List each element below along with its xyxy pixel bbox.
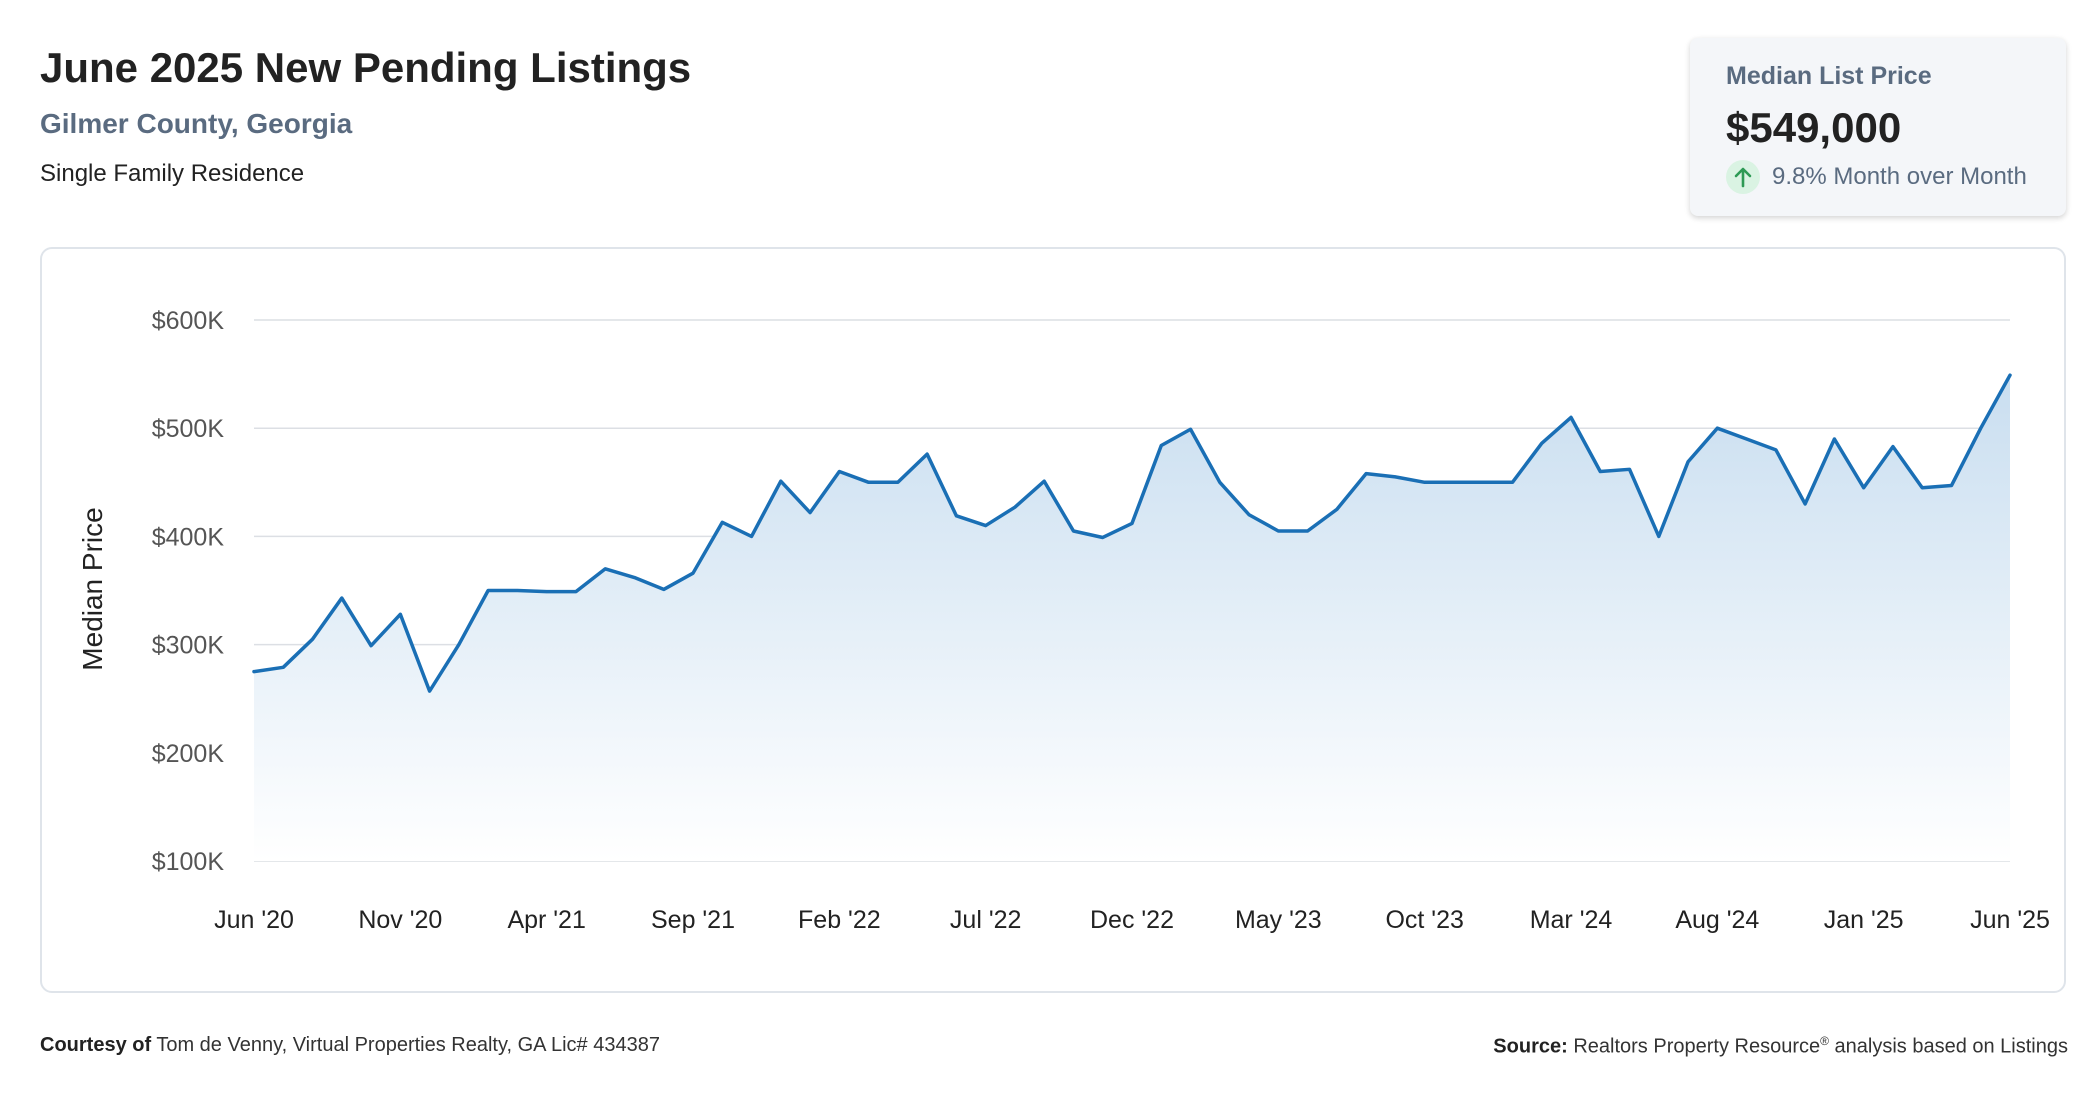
courtesy-footer: Courtesy of Tom de Venny, Virtual Proper… — [40, 1034, 660, 1057]
x-tick-label: Apr '21 — [507, 906, 585, 934]
arrow-up-icon — [1726, 160, 1760, 194]
y-tick-label: $600K — [152, 307, 225, 335]
x-tick-label: Mar '24 — [1530, 906, 1613, 934]
stat-value: $549,000 — [1726, 104, 1902, 151]
courtesy-label: Courtesy of — [40, 1034, 152, 1056]
y-tick-label: $500K — [152, 415, 225, 443]
x-tick-label: Aug '24 — [1675, 906, 1759, 934]
stat-change-text: 9.8% Month over Month — [1772, 163, 2027, 190]
x-tick-label: Oct '23 — [1385, 906, 1463, 934]
y-tick-label: $100K — [152, 848, 225, 876]
price-chart: $100K $200K $300K $400K $500K $600K Jun '20 No… — [77, 307, 2050, 934]
x-tick-label: Nov '20 — [358, 906, 442, 934]
chart-panel: $100K $200K $300K $400K $500K $600K Jun '20 No… — [40, 247, 2066, 993]
series-line — [252, 373, 2012, 693]
x-tick-label: Jun '20 — [214, 906, 294, 934]
stat-change: 9.8% Month over Month — [1726, 160, 2027, 194]
x-tick-label: Jan '25 — [1824, 906, 1904, 934]
y-tick-label: $400K — [152, 523, 225, 551]
chart-title: June 2025 New Pending Listings — [40, 44, 692, 91]
source-name: Realtors Property Resource — [1573, 1035, 1821, 1058]
median-list-price-card: Median List Price $549,000 9.8% Month ov… — [1690, 38, 2066, 216]
x-tick-label: Jun '25 — [1970, 906, 2050, 934]
property-type-label: Single Family Residence — [40, 160, 305, 187]
area-fill — [254, 375, 2010, 861]
x-tick-label: Feb '22 — [798, 906, 881, 934]
x-tick-label: Sep '21 — [651, 906, 735, 934]
source-label: Source: — [1493, 1035, 1568, 1058]
x-tick-label: Dec '22 — [1090, 906, 1174, 934]
x-tick-label: May '23 — [1235, 906, 1322, 934]
registered-mark: ® — [1820, 1034, 1829, 1048]
source-footer: Source: Realtors Property Resource® anal… — [1493, 1034, 2068, 1059]
location-subtitle: Gilmer County, Georgia — [40, 108, 353, 139]
source-text: analysis based on Listings — [1834, 1035, 2068, 1058]
stat-label: Median List Price — [1726, 62, 1932, 90]
courtesy-text: Tom de Venny, Virtual Properties Realty,… — [156, 1034, 660, 1056]
y-tick-label: $300K — [152, 632, 225, 660]
y-tick-label: $200K — [152, 740, 225, 768]
y-axis-label: Median Price — [77, 507, 108, 670]
x-tick-label: Jul '22 — [950, 906, 1021, 934]
